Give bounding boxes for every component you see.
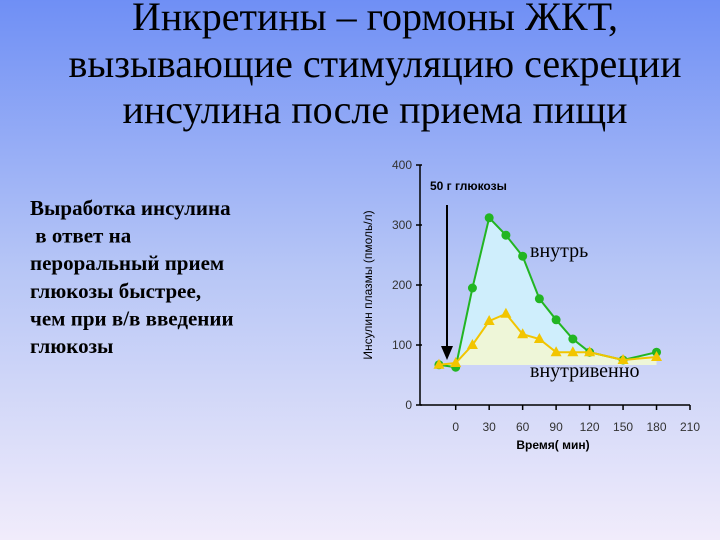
data-point <box>501 230 511 240</box>
y-tick-label: 300 <box>392 218 412 232</box>
data-point <box>551 315 561 325</box>
title: Инкретины – гормоны ЖКТ,вызывающие стиму… <box>68 0 681 132</box>
y-tick-label: 200 <box>392 278 412 292</box>
y-tick-label: 100 <box>392 338 412 352</box>
x-axis-label: Время( мин) <box>516 438 589 452</box>
x-tick-label: 30 <box>482 420 496 434</box>
series-label: внутривенно <box>530 360 639 382</box>
title-line: вызывающие стимуляцию секреции <box>68 41 681 86</box>
x-tick-label: 90 <box>549 420 563 434</box>
body-text-line: в ответ на <box>30 224 132 248</box>
data-point <box>617 354 629 364</box>
data-point <box>484 213 494 223</box>
series-area <box>438 313 657 365</box>
data-point <box>584 346 596 357</box>
arrow-head <box>441 346 453 360</box>
data-point <box>651 351 663 361</box>
title-line: Инкретины – гормоны ЖКТ, <box>132 0 618 39</box>
data-point <box>533 333 545 343</box>
body-text-line: чем при в/в введении <box>30 306 234 330</box>
data-point <box>433 358 445 369</box>
data-point <box>517 328 529 339</box>
x-tick-label: 180 <box>647 420 667 434</box>
body-text-line: глюкозы <box>30 334 113 358</box>
y-tick-label: 0 <box>405 398 412 412</box>
series-label: внутрь <box>530 240 588 262</box>
data-point <box>568 334 578 344</box>
body-text: Выработка инсулина в ответ на пероральный… <box>30 196 234 358</box>
data-point <box>550 346 562 357</box>
y-axis-label: Инсулин плазмы (пмоль/л) <box>361 210 375 359</box>
x-tick-label: 210 <box>680 420 700 434</box>
body-text-line: Выработка инсулина <box>30 196 231 220</box>
data-point <box>450 357 462 367</box>
data-point <box>567 346 579 357</box>
body-text-line: глюкозы быстрее, <box>30 279 201 303</box>
x-tick-label: 120 <box>580 420 600 434</box>
data-point <box>518 251 528 261</box>
data-point <box>483 315 495 325</box>
data-point <box>466 339 478 349</box>
data-point <box>534 294 544 304</box>
title-line: инсулина после приема пищи <box>122 87 627 132</box>
annotation: 50 г глюкозы <box>430 179 507 193</box>
x-tick-label: 60 <box>516 420 530 434</box>
data-point <box>467 283 477 293</box>
chart: 0 100 200 300 400 0 30 60 90 120 150 180 210 Время( м… <box>361 158 700 452</box>
body-text-line: пероральный прием <box>30 251 224 275</box>
x-tick-label: 0 <box>452 420 459 434</box>
x-tick-label: 150 <box>613 420 633 434</box>
data-point <box>500 307 512 318</box>
y-tick-label: 400 <box>392 158 412 172</box>
